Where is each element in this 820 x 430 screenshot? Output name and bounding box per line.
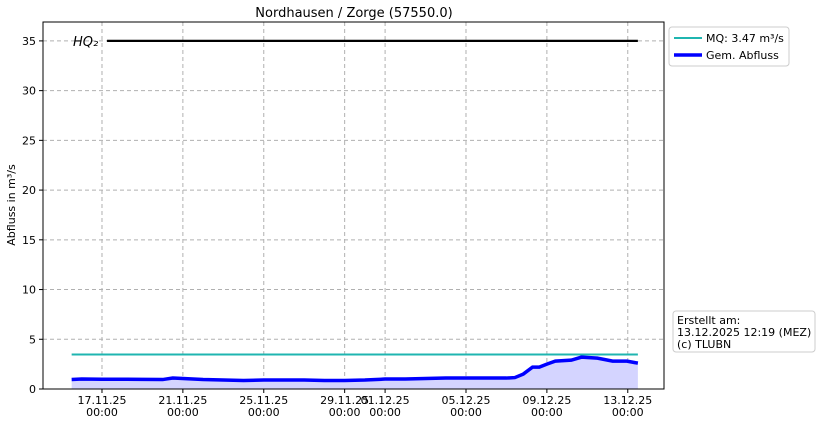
x-tick-label: 01.12.25 00:00 bbox=[361, 394, 410, 419]
x-tick-label: 21.11.25 00:00 bbox=[158, 394, 207, 419]
info-text: Erstellt am: bbox=[677, 314, 740, 327]
x-tick-label: 13.12.25 00:00 bbox=[603, 394, 652, 419]
chart-title: Nordhausen / Zorge (57550.0) bbox=[255, 6, 452, 21]
info-text: (c) TLUBN bbox=[677, 338, 731, 351]
y-tick-label: 25 bbox=[22, 134, 36, 147]
x-tick-label: 17.11.25 00:00 bbox=[77, 394, 126, 419]
y-tick-label: 20 bbox=[22, 184, 36, 197]
x-tick-label: 05.12.25 00:00 bbox=[441, 394, 490, 419]
info-box bbox=[672, 310, 816, 353]
plot-frame bbox=[42, 21, 665, 390]
y-tick-label: 10 bbox=[22, 284, 36, 297]
line bbox=[71, 355, 639, 383]
x-tick-label: 09.12.25 00:00 bbox=[522, 394, 571, 419]
y-axis-label: Abfluss in m³/s bbox=[5, 164, 18, 246]
x-tick-label: 29.11.25 00:00 bbox=[320, 394, 369, 419]
y-tick-label: 5 bbox=[29, 333, 36, 346]
x-tick-label: 25.11.25 00:00 bbox=[239, 394, 288, 419]
y-tick-label: 15 bbox=[22, 234, 36, 247]
y-tick-label: 30 bbox=[22, 85, 36, 98]
legend-label: MQ: 3.47 m³/s bbox=[706, 32, 784, 45]
hq-label: HQ₂ bbox=[73, 35, 98, 50]
info-text: 13.12.2025 12:19 (MEZ) bbox=[677, 326, 811, 339]
y-tick-label: 0 bbox=[29, 383, 36, 396]
y-tick-label: 35 bbox=[22, 35, 36, 48]
legend-label: Gem. Abfluss bbox=[706, 49, 779, 62]
